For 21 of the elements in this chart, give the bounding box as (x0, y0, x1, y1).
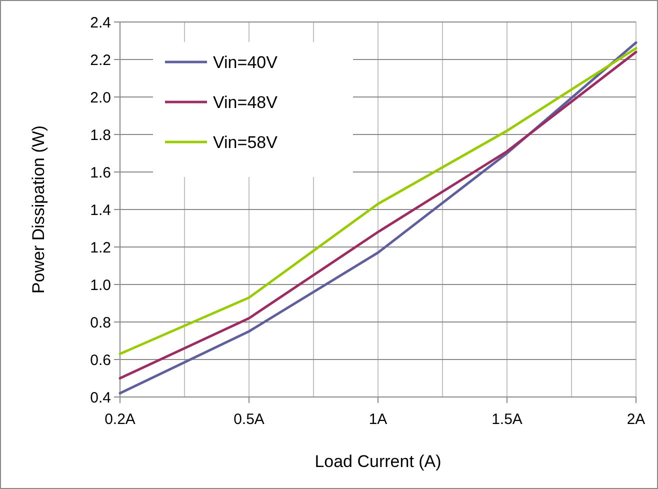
y-tick-label: 0.8 (90, 314, 111, 332)
y-tick-label: 0.6 (90, 352, 111, 369)
legend-label: Vin=58V (213, 132, 278, 152)
y-tick-label: 2.4 (90, 14, 111, 32)
x-axis-title: Load Current (A) (314, 452, 442, 471)
legend-label: Vin=48V (213, 92, 278, 112)
y-tick-label: 1.0 (90, 276, 111, 294)
y-tick-label: 0.4 (90, 389, 111, 406)
y-tick-label: 1.8 (90, 126, 111, 144)
x-tick-label: 2A (626, 411, 646, 428)
y-tick-label: 1.4 (90, 202, 111, 219)
y-tick-label: 1.2 (90, 239, 111, 256)
y-axis-title: Power Dissipation (W) (29, 125, 48, 294)
x-tick-label: 1A (368, 411, 388, 428)
y-tick-label: 2.0 (90, 89, 111, 106)
legend-label: Vin=40V (213, 52, 278, 72)
y-tick-label: 1.6 (90, 164, 111, 182)
x-tick-label: 0.5A (234, 411, 264, 428)
y-tick-label: 2.2 (90, 52, 111, 69)
x-tick-label: 1.5A (492, 411, 522, 428)
x-tick-label: 0.2A (104, 411, 136, 428)
